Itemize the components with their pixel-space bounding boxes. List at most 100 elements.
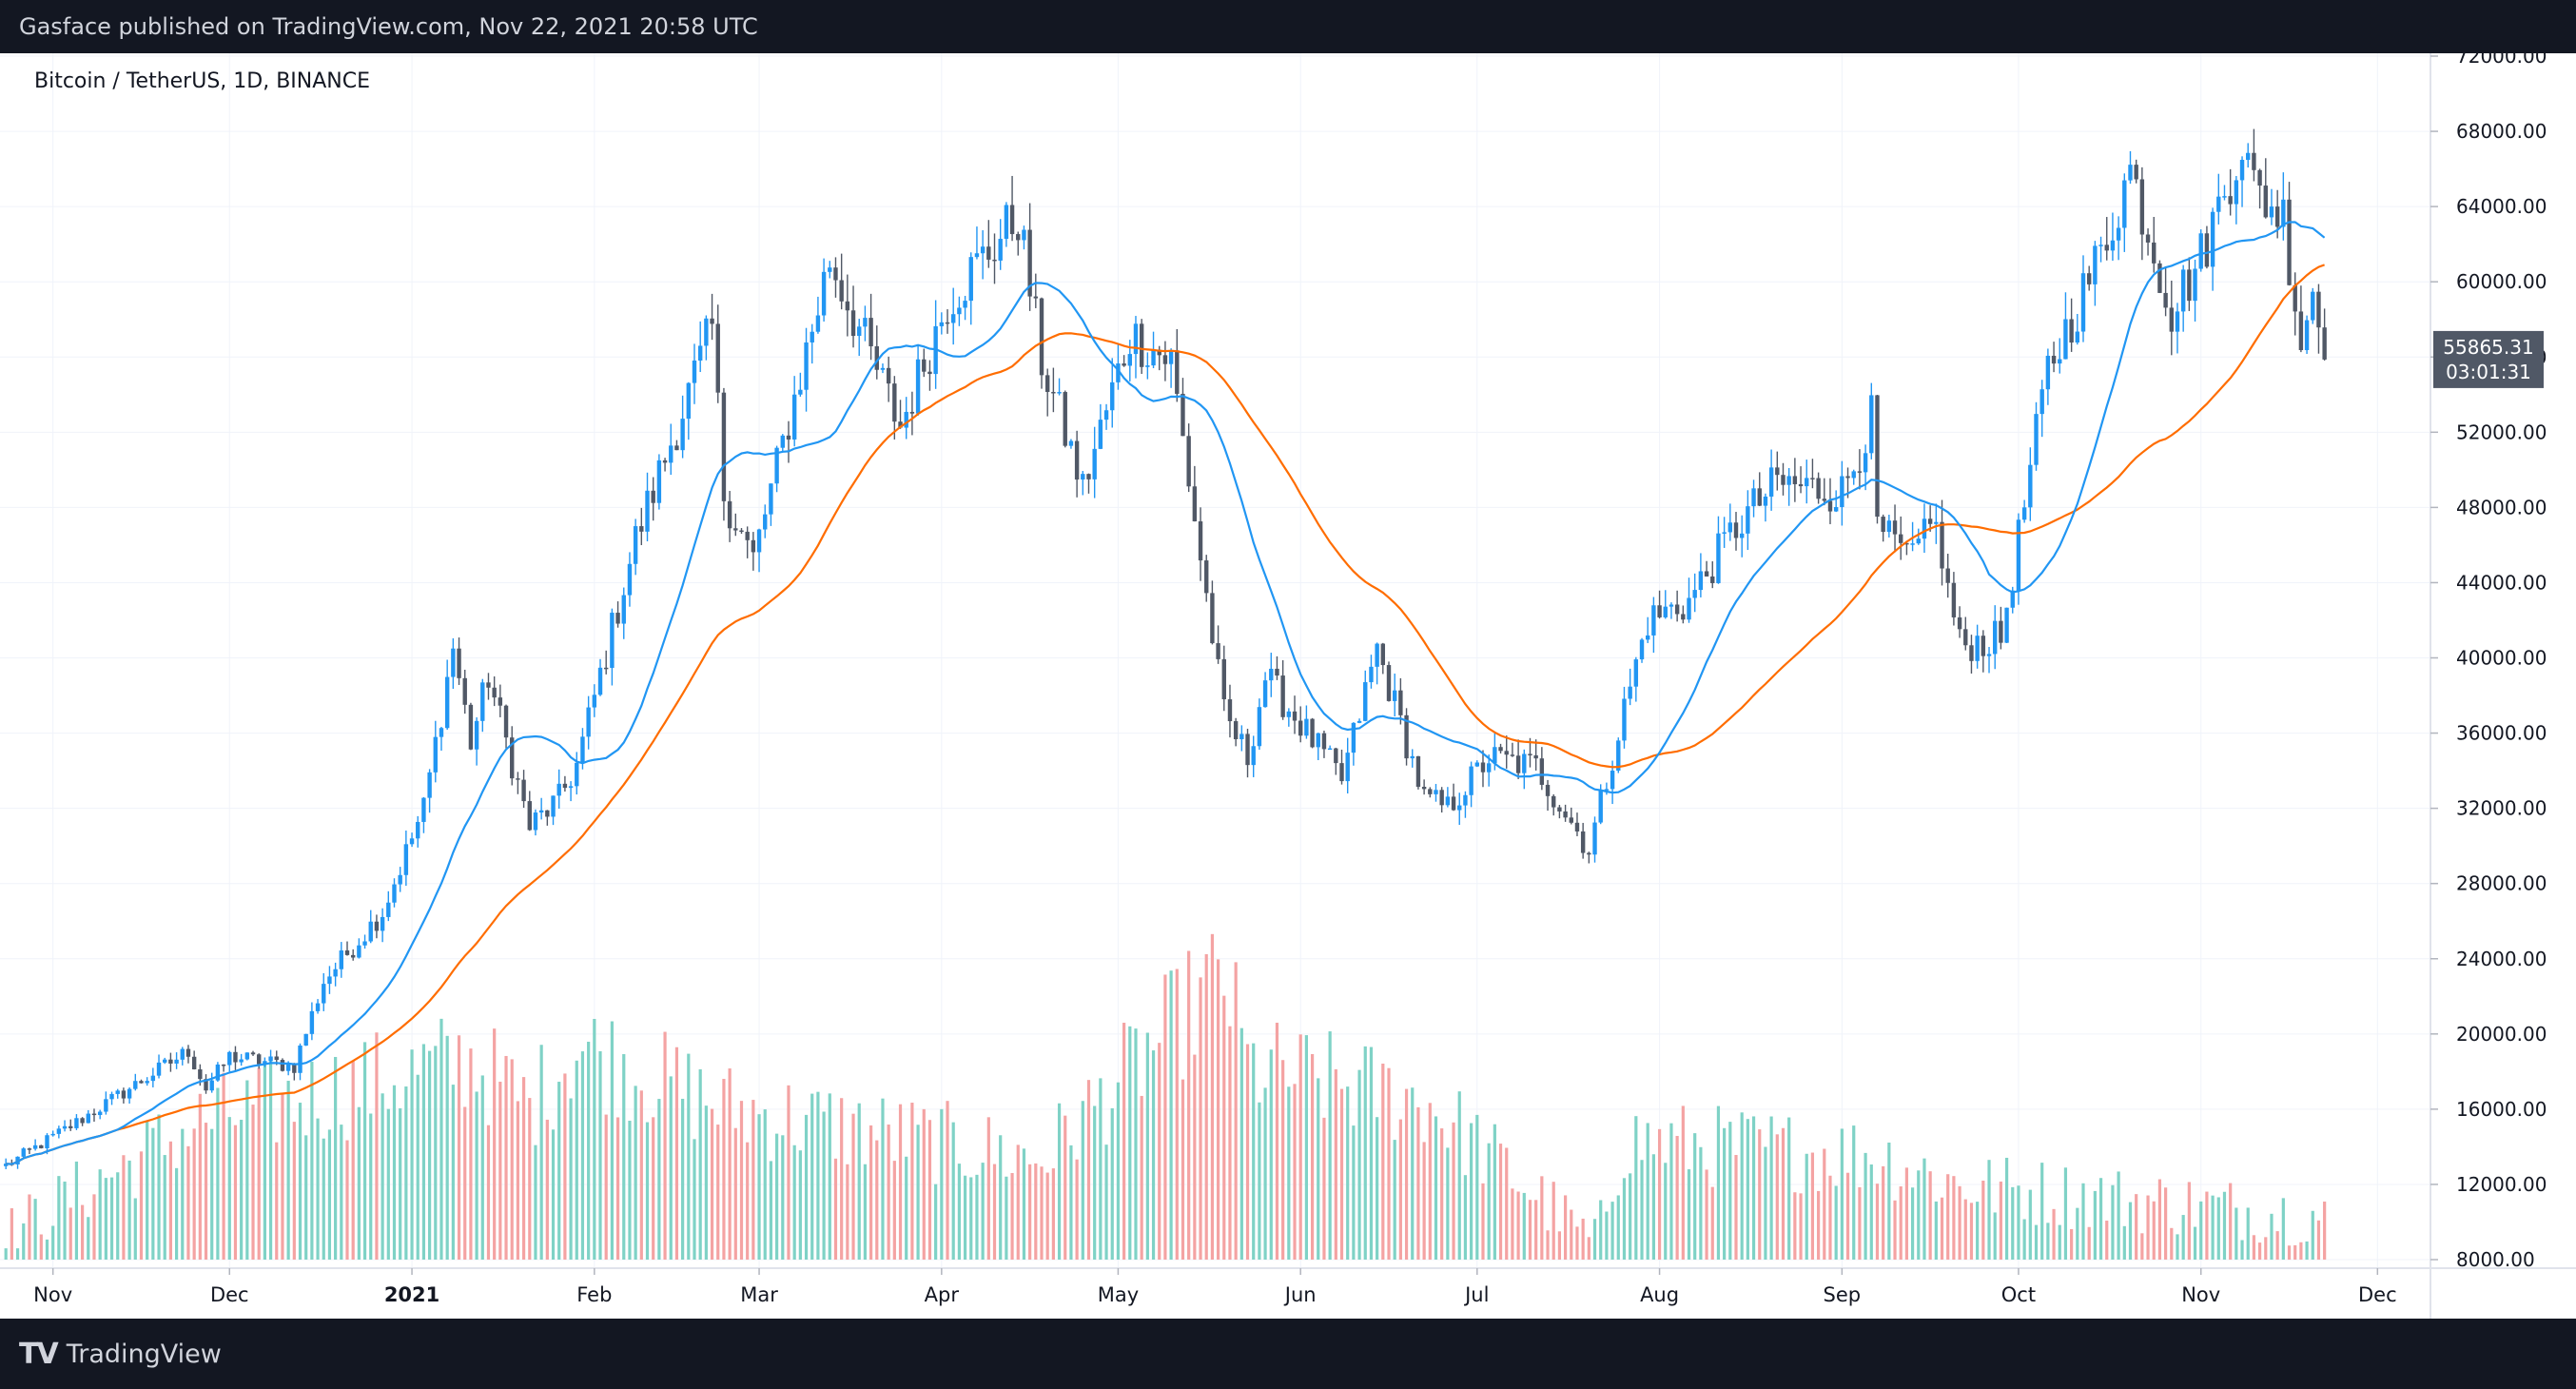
candle-body <box>1157 349 1161 356</box>
candle-body <box>651 490 655 503</box>
candle-body <box>1805 478 1809 487</box>
candle-body <box>2180 269 2186 312</box>
volume-bar <box>810 1093 814 1260</box>
volume-bar <box>1940 1197 1944 1260</box>
volume-bar <box>1875 1184 1880 1260</box>
volume-bar <box>846 1164 849 1260</box>
candle-body <box>1727 522 1733 533</box>
volume-bar <box>957 1164 961 1260</box>
candle-body <box>145 1081 149 1084</box>
volume-bar <box>109 1177 114 1260</box>
candle-body <box>1610 771 1615 790</box>
candle-body <box>1515 755 1521 773</box>
candle-body <box>575 762 579 787</box>
volume-bar <box>33 1199 37 1260</box>
chart-area[interactable]: 72000.0068000.0064000.0060000.0056000.00… <box>0 45 2576 1319</box>
volume-bar <box>1022 1148 1026 1260</box>
candle-body <box>615 613 620 624</box>
volume-bar <box>1352 1125 1356 1260</box>
volume-bar <box>1075 1159 1079 1260</box>
candle-body <box>333 968 338 977</box>
time-tick-label: Jul <box>1463 1283 1489 1306</box>
volume-bar <box>2275 1231 2279 1260</box>
volume-bar <box>2299 1242 2303 1260</box>
candle-body <box>498 697 503 706</box>
volume-bar <box>392 1085 397 1260</box>
candle-body <box>1251 746 1256 766</box>
volume-bar <box>1239 1027 1243 1260</box>
time-tick-label: Dec <box>2358 1283 2397 1306</box>
volume-bar <box>1064 1115 1067 1260</box>
volume-bar <box>22 1223 26 1260</box>
candle-body <box>1892 520 1898 535</box>
volume-bar <box>687 1053 691 1260</box>
volume-bar <box>157 1114 161 1260</box>
volume-bar <box>498 1082 502 1260</box>
candle-body <box>1816 478 1821 499</box>
volume-bar <box>1934 1201 1938 1260</box>
candle-body <box>898 421 903 428</box>
candle-body <box>204 1079 208 1091</box>
volume-bar <box>51 1225 55 1260</box>
candle-body <box>303 1033 308 1047</box>
candle-body <box>1304 718 1309 736</box>
volume-bar <box>1234 962 1238 1260</box>
price-tick-label: 16000.00 <box>2456 1098 2547 1121</box>
volume-bar <box>2004 1157 2009 1260</box>
volume-bar <box>716 1125 720 1260</box>
candle-body <box>50 1133 55 1136</box>
candle-body <box>2028 464 2033 508</box>
volume-bar <box>875 1140 879 1260</box>
volume-bar <box>1404 1088 1409 1260</box>
volume-bar <box>457 1035 461 1260</box>
candle-body <box>1004 205 1009 240</box>
candle-body <box>1810 478 1815 479</box>
volume-bar <box>1369 1047 1374 1260</box>
volume-bar <box>652 1117 655 1260</box>
candlesticks <box>3 128 2327 1169</box>
volume-bar <box>1716 1105 1721 1260</box>
candle-body <box>227 1051 232 1066</box>
candle-body <box>45 1135 49 1149</box>
volume-bar <box>1493 1124 1496 1260</box>
candle-body <box>1345 753 1350 782</box>
volume-bar <box>1463 1175 1468 1260</box>
volume-bar <box>434 1046 438 1260</box>
candle-body <box>1016 234 1021 241</box>
volume-bar <box>1958 1185 1961 1260</box>
candle-body <box>1334 748 1338 764</box>
candle-body <box>1681 614 1686 620</box>
candle-body <box>274 1056 279 1061</box>
candle-body <box>1904 542 1909 545</box>
candle-body <box>74 1118 79 1128</box>
volume-bar <box>475 1091 478 1260</box>
candle-body <box>2163 292 2168 308</box>
time-tick-label: Oct <box>2001 1283 2036 1306</box>
volume-bar <box>1817 1190 1821 1260</box>
volume-bar <box>1258 1102 1261 1260</box>
candle-body <box>1139 323 1144 367</box>
volume-bar <box>1705 1169 1708 1260</box>
candle-body <box>362 941 367 946</box>
volume-bar <box>334 1056 338 1260</box>
candle-body <box>2274 206 2280 227</box>
volume-bar <box>2246 1207 2250 1260</box>
volume-bar <box>2216 1197 2220 1260</box>
candle-body <box>568 786 574 789</box>
volume-bar <box>2176 1234 2179 1260</box>
volume-bar <box>480 1075 484 1260</box>
candle-body <box>1687 597 1691 620</box>
volume-bar <box>1452 1122 1455 1260</box>
candle-body <box>945 322 950 324</box>
volume-bar <box>733 1127 737 1260</box>
candle-body <box>1768 467 1774 497</box>
volume-bar <box>534 1144 537 1260</box>
price-chart[interactable]: 72000.0068000.0064000.0060000.0056000.00… <box>0 45 2576 1319</box>
volume-bar <box>2281 1198 2285 1260</box>
candle-body <box>1557 807 1562 812</box>
candle-body <box>1127 354 1132 366</box>
tradingview-brand[interactable]: TV TradingView <box>19 1338 222 1371</box>
candle-body <box>462 677 467 705</box>
volume-bar <box>1622 1178 1627 1260</box>
volume-bar <box>1540 1176 1544 1260</box>
